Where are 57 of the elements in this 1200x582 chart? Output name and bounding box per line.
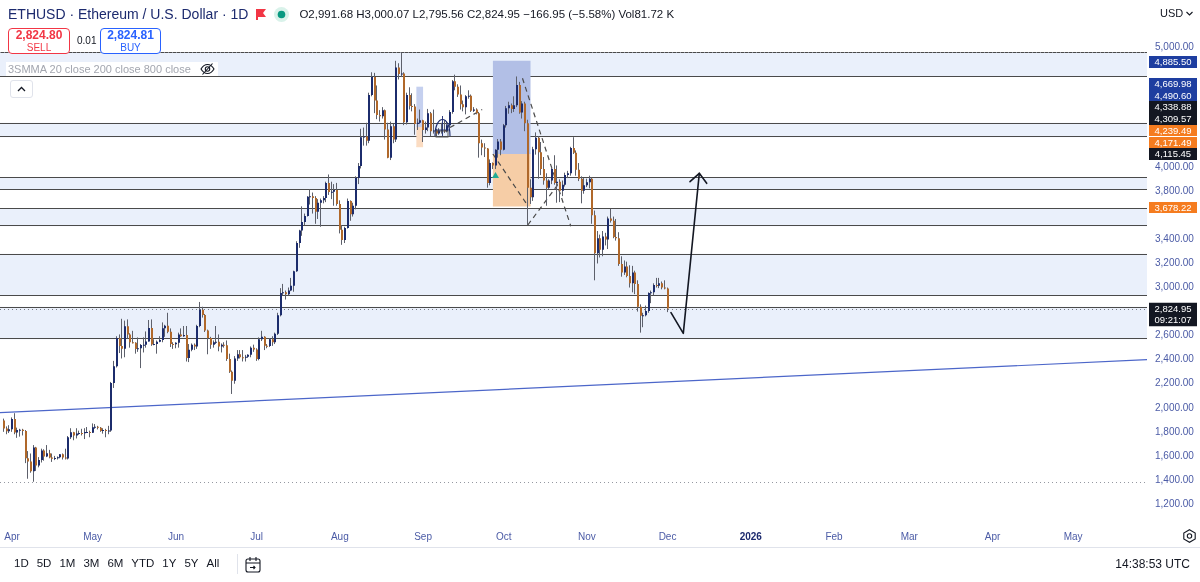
text: 1D [14,557,29,569]
annotation: SELL [25,42,53,53]
y-tick-label: 1,800.00 [1155,425,1195,437]
text: YTD [131,557,155,569]
text: 6M [107,557,124,569]
y-tick-label: 5,000.00 [1155,40,1195,52]
x-tick-label: Sep [414,530,433,542]
text: 4,490.60 [1149,89,1197,102]
x-tick-label: Apr [4,530,21,542]
text: 0.01 [77,35,97,46]
buy-button: 2,824.81 BUY [100,28,161,54]
y-tick-label: 2,200.00 [1155,377,1195,389]
text: 4,669.98 [1149,78,1197,90]
y-tick-label: 1,200.00 [1155,497,1195,509]
chart-title: ETHUSD · Ethereum / U.S. Dollar · 1D [8,6,249,22]
text: 3M [83,557,100,569]
text: 1M [59,557,76,569]
x-tick-label: Jul [250,530,263,542]
y-tick-label: 3,800.00 [1155,185,1195,197]
text: 4,239.49 [1149,124,1197,137]
y-tick-label: 2,600.00 [1155,329,1195,341]
text: 4,309.57 [1149,113,1197,125]
x-tick-label: Apr [984,530,1001,542]
text: 4,115.45 [1149,148,1197,160]
text: 5Y [184,557,199,569]
x-tick-label: Nov [578,530,596,542]
x-tick-label: Oct [495,530,512,542]
chart-subtitle: O2,991.68 H3,000.07 L2,795.56 C2,824.95 −166.95 (−5.58%) Vol81.72 K [299,8,675,20]
x-tick-label: Aug [330,530,349,542]
x-tick-label: 2026 [739,530,763,542]
y-tick-label: 4,000.00 [1155,161,1195,173]
x-tick-label: Dec [658,530,677,542]
sell-button: 2,824.80 SELL [8,28,70,54]
text: 4,171.49 [1149,136,1197,149]
x-tick-label: Mar [900,530,919,542]
text: 14:38:53 UTC [1115,557,1190,571]
x-tick-label: May [1063,530,1083,542]
y-tick-label: 3,400.00 [1155,233,1195,245]
y-tick-label: 2,000.00 [1155,401,1195,413]
x-tick-label: May [83,530,103,542]
y-tick-label: 3,200.00 [1155,257,1195,269]
annotation: BUY [119,42,142,53]
text: 4,885.50 [1149,56,1197,68]
y-tick-label: 1,400.00 [1155,473,1195,485]
text: 4,338.88 [1149,101,1197,114]
y-tick-label: 1,600.00 [1155,449,1195,461]
ref-line-label: 2,824.95 09:21:07 [1154,302,1192,326]
y-tick-label: 2,400.00 [1155,353,1195,365]
text: 5D [36,557,52,569]
annotation: 3SMMA 20 close 200 close 800 close [8,63,191,75]
text: USD [1160,7,1184,19]
text: 3,678.22 [1149,201,1197,214]
x-tick-label: Jun [167,530,185,542]
text: All [206,557,220,569]
text: 1Y [162,557,177,569]
y-tick-label: 3,000.00 [1155,281,1195,293]
x-tick-label: Feb [825,530,844,542]
